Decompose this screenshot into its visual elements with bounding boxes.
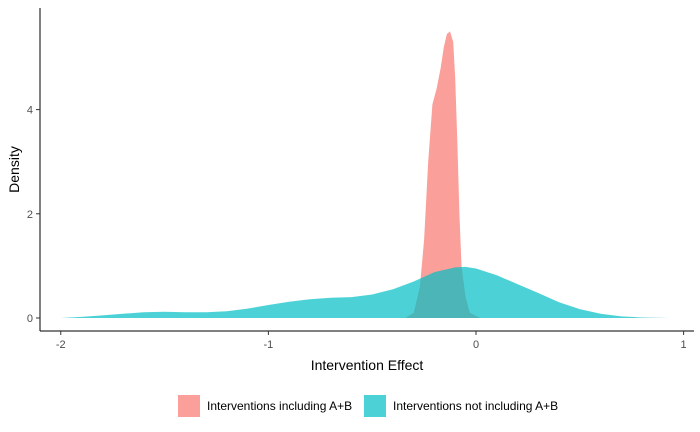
y-axis-title: Density bbox=[6, 146, 22, 193]
density-area-series-2 bbox=[60, 266, 670, 318]
legend-label-2: Interventions not including A+B bbox=[393, 399, 558, 413]
legend-label-1: Interventions including A+B bbox=[207, 399, 352, 413]
y-tick-label: 4 bbox=[27, 105, 33, 117]
y-tick-label: 0 bbox=[27, 313, 33, 325]
axes: -2 -1 0 1 0 2 4 bbox=[27, 8, 694, 351]
x-tick-label: 1 bbox=[681, 339, 687, 351]
density-area-series-1 bbox=[405, 31, 481, 319]
x-tick-label: -2 bbox=[56, 339, 66, 351]
x-tick-label: 0 bbox=[473, 339, 479, 351]
legend-swatch-1 bbox=[178, 395, 200, 417]
x-axis-ticks: -2 -1 0 1 bbox=[56, 331, 687, 351]
x-axis-title: Intervention Effect bbox=[311, 357, 424, 373]
y-tick-label: 2 bbox=[27, 209, 33, 221]
plot-area bbox=[60, 31, 670, 319]
y-axis-ticks: 0 2 4 bbox=[27, 105, 40, 325]
x-tick-label: -1 bbox=[263, 339, 273, 351]
legend: Interventions including A+B Interventions… bbox=[178, 395, 558, 417]
legend-swatch-2 bbox=[364, 395, 386, 417]
